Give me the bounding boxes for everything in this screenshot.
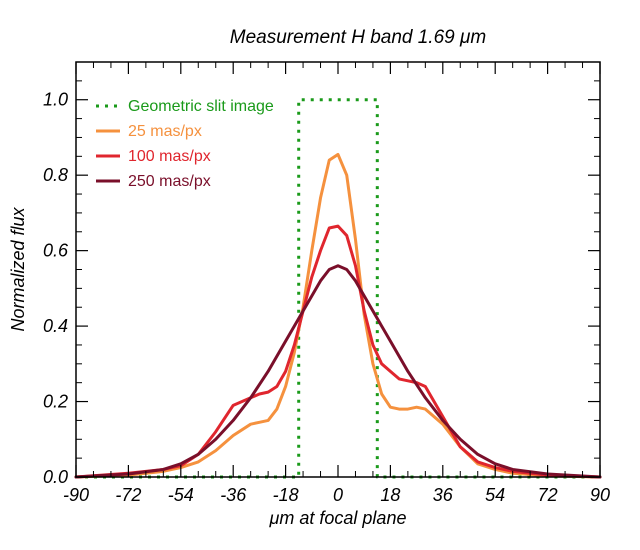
x-tick-label: 90	[590, 485, 610, 505]
y-tick-label: 0.0	[43, 467, 68, 487]
x-tick-label: 0	[333, 485, 343, 505]
x-tick-label: 18	[380, 485, 400, 505]
y-tick-label: 0.2	[43, 392, 68, 412]
legend-label-3: 250 mas/px	[128, 173, 211, 190]
y-tick-label: 0.4	[43, 316, 68, 336]
series-line-3	[74, 264, 602, 479]
x-tick-label: -72	[115, 485, 141, 505]
x-axis-label: μm at focal plane	[269, 508, 407, 528]
legend-label-2: 100 mas/px	[128, 148, 211, 165]
x-tick-label: -18	[273, 485, 299, 505]
x-tick-label: 54	[485, 485, 505, 505]
x-tick-label: -54	[168, 485, 194, 505]
series-layer	[74, 98, 602, 479]
x-tick-label: -90	[63, 485, 89, 505]
legend-label-0: Geometric slit image	[128, 98, 274, 115]
x-tick-label: 72	[538, 485, 558, 505]
series-line-2	[74, 224, 602, 479]
legend-label-1: 25 mas/px	[128, 123, 202, 140]
x-tick-label: -36	[220, 485, 247, 505]
y-axis-label: Normalized flux	[8, 206, 28, 331]
x-tick-label: 36	[433, 485, 454, 505]
axes: -90 -72 -54 -36 -18 0 18 36 54 72 90 0.0 0.2 0.4 0.6 0.…	[43, 61, 610, 505]
series-line-0	[76, 98, 600, 479]
y-tick-label: 0.8	[43, 165, 68, 185]
legend: Geometric slit image 25 mas/px 100 mas/px 2…	[96, 98, 274, 190]
y-tick-label: 0.6	[43, 241, 69, 261]
series-line-1	[74, 152, 602, 479]
chart-title: Measurement H band 1.69 μm	[230, 27, 486, 48]
y-tick-label: 1.0	[43, 90, 68, 110]
